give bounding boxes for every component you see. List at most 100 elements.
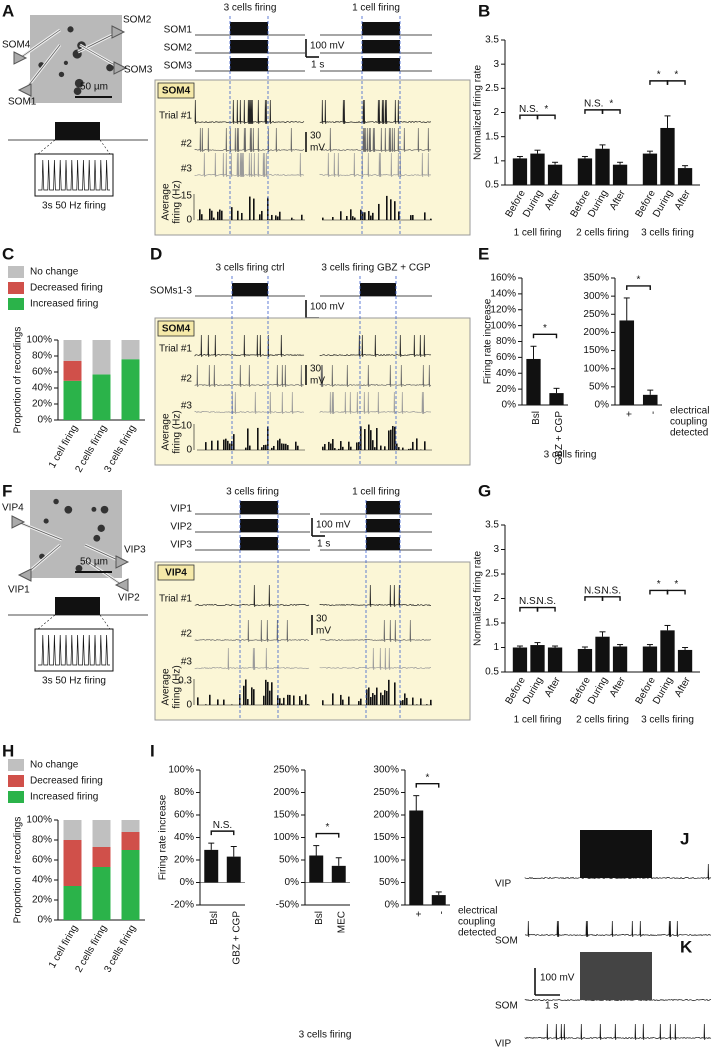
- histogram-bar: [352, 216, 354, 220]
- scale-label: 50 µm: [80, 557, 108, 568]
- trace: [524, 1023, 712, 1041]
- significance-label: *: [544, 104, 548, 115]
- significance-label: N.S.: [602, 585, 621, 596]
- cell-body: [67, 26, 74, 33]
- y-tick-label: 0.5: [485, 667, 499, 678]
- histogram-bar: [219, 209, 221, 220]
- histogram-bar: [223, 439, 225, 450]
- histogram-bar: [374, 447, 376, 450]
- histogram-bar: [324, 444, 326, 450]
- histogram-bar: [390, 199, 392, 220]
- electrode-tip: [113, 61, 128, 75]
- y-tick-label: 200%: [373, 810, 399, 821]
- histogram-bar: [364, 212, 366, 220]
- x-tick-label: +: [624, 411, 635, 417]
- stim-block: [362, 58, 400, 71]
- y-tick-label: 160%: [490, 273, 516, 284]
- bar: [226, 856, 241, 883]
- x-tick-label: GBZ + CGP: [554, 411, 565, 465]
- y-tick-label: 0%: [38, 915, 53, 926]
- histogram-bar: [265, 679, 267, 705]
- y-tick-label: 0%: [385, 900, 400, 911]
- histogram-bar: [412, 697, 414, 705]
- histogram-bar: [225, 438, 227, 450]
- y-tick-label: 100%: [273, 832, 299, 843]
- cell-label: SOMs1-3: [150, 286, 193, 297]
- bar: [331, 865, 346, 883]
- bar: [409, 810, 424, 905]
- scale-label: 30: [316, 614, 328, 625]
- trial-label: #3: [181, 401, 193, 412]
- bar: [309, 855, 324, 883]
- y-axis-label: Proportion of recordings: [13, 817, 24, 924]
- histogram-bar: [205, 442, 207, 450]
- histogram-bar: [277, 216, 279, 220]
- histogram-bar: [384, 446, 386, 450]
- histogram-bar: [340, 211, 342, 220]
- cell-label: SOM1: [8, 97, 37, 108]
- y-tick-label: 1: [493, 155, 499, 166]
- bar-segment: [92, 340, 111, 375]
- legend-swatch: [8, 791, 24, 803]
- histogram-bar: [251, 687, 253, 705]
- stim-block: [360, 283, 396, 296]
- legend-label: Increased firing: [30, 299, 98, 310]
- zoom-line: [99, 139, 111, 155]
- panel-letter: I: [150, 741, 155, 760]
- cell-body: [106, 64, 114, 72]
- panel-letter: B: [478, 1, 490, 20]
- panel-letter: K: [680, 937, 693, 956]
- significance-label: N.S.: [584, 99, 603, 110]
- significance-label: *: [637, 275, 641, 286]
- histogram-bar: [398, 211, 400, 220]
- stim-block: [580, 952, 652, 1000]
- cell-label: VIP: [495, 879, 511, 890]
- y-tick-label: 80%: [174, 787, 194, 798]
- histogram-bar: [402, 447, 404, 450]
- histogram-bar: [281, 443, 283, 450]
- histogram-bar: [289, 694, 291, 705]
- x-axis-label: detected: [458, 928, 496, 939]
- trace: [194, 647, 310, 671]
- recording-box: [154, 561, 471, 721]
- histogram-bar: [332, 439, 334, 450]
- y-tick-label: 60%: [32, 367, 52, 378]
- trace: [194, 127, 305, 153]
- significance-label: *: [326, 822, 330, 833]
- histogram-bar: [406, 697, 408, 705]
- cell-label: SOM: [495, 936, 518, 947]
- significance-label: *: [426, 772, 430, 783]
- y-tick-label: 0%: [502, 400, 517, 411]
- trial-label: #2: [181, 374, 193, 385]
- y-tick-label: 150%: [273, 810, 299, 821]
- histogram-bar: [380, 445, 382, 450]
- bar: [530, 645, 545, 672]
- legend-swatch: [8, 775, 24, 787]
- x-tick-label: MEC: [336, 911, 347, 933]
- trace: [524, 920, 712, 938]
- cell-label: VIP3: [170, 540, 192, 551]
- bar: [526, 358, 541, 405]
- histogram-bar: [233, 434, 235, 450]
- legend-label: Decreased firing: [30, 776, 103, 787]
- significance-bracket: [666, 589, 686, 595]
- cell-label: VIP4: [2, 503, 24, 514]
- histogram-bar: [307, 703, 309, 705]
- recorded-tag: [157, 320, 195, 337]
- significance-label: *: [657, 579, 661, 590]
- y-tick-label: -20%: [171, 900, 194, 911]
- bar: [660, 127, 675, 185]
- scale-label: 30: [310, 364, 322, 375]
- scale-label: 30: [310, 131, 322, 142]
- histogram-bar: [275, 215, 277, 220]
- y-axis-label: Normalized firing rate: [473, 65, 484, 160]
- recorded-cell: VIP4: [165, 568, 187, 579]
- histogram-bar: [388, 430, 390, 450]
- y-tick-label: 100%: [373, 855, 399, 866]
- caption: 3 cells firing: [299, 1030, 352, 1041]
- trace: [194, 99, 305, 125]
- bar-segment: [63, 886, 82, 920]
- bar: [577, 648, 593, 672]
- trace: [319, 334, 432, 358]
- stim-label: 3s 50 Hz firing: [42, 201, 106, 212]
